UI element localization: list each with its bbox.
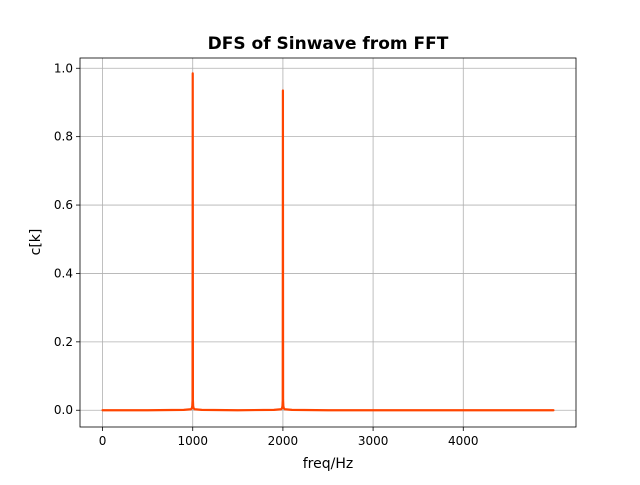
x-tick-label: 3000 <box>358 434 389 448</box>
x-axis-label: freq/Hz <box>303 456 353 472</box>
x-tick-label: 4000 <box>448 434 479 448</box>
chart-title: DFS of Sinwave from FFT <box>208 34 449 54</box>
grid <box>80 58 576 427</box>
y-tick-label: 0.0 <box>54 403 73 417</box>
x-tick-label: 0 <box>99 434 107 448</box>
y-tick-label: 0.4 <box>54 266 73 280</box>
ticks: 0 1000 2000 3000 4000 0.0 0.2 0.4 0.6 0.8 1.0 <box>54 61 479 448</box>
plot-area <box>101 72 555 412</box>
y-tick-label: 0.8 <box>54 130 73 144</box>
series-line <box>101 72 555 412</box>
y-tick-label: 0.2 <box>54 335 73 349</box>
y-tick-label: 0.6 <box>54 198 73 212</box>
y-tick-label: 1.0 <box>54 61 73 75</box>
x-tick-label: 2000 <box>268 434 299 448</box>
x-tick-label: 1000 <box>177 434 208 448</box>
y-axis-label: c[k] <box>28 229 44 256</box>
axes-frame <box>79 57 577 428</box>
